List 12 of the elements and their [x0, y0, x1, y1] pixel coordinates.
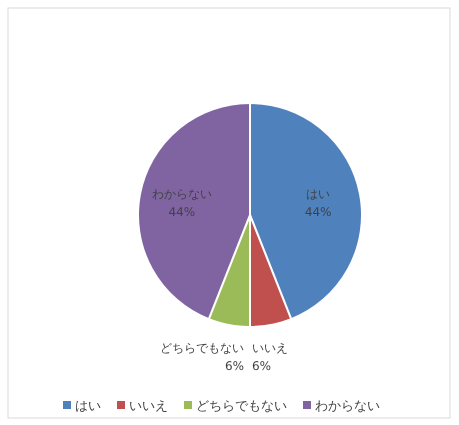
data-label: 6% — [224, 358, 244, 373]
legend-label: いいえ — [129, 399, 168, 414]
data-label: 6% — [252, 358, 272, 373]
slice-label: わからない — [152, 186, 212, 201]
legend-label: わからない — [315, 399, 380, 414]
legend-label: どちらでもない — [196, 399, 287, 414]
slice-label: どちらでもない — [160, 340, 244, 355]
data-label: 44% — [304, 204, 332, 219]
slice-label: いいえ — [252, 340, 288, 355]
slice-label: はい — [306, 186, 330, 201]
legend-label: はい — [75, 399, 101, 414]
data-label: 44% — [168, 204, 196, 219]
